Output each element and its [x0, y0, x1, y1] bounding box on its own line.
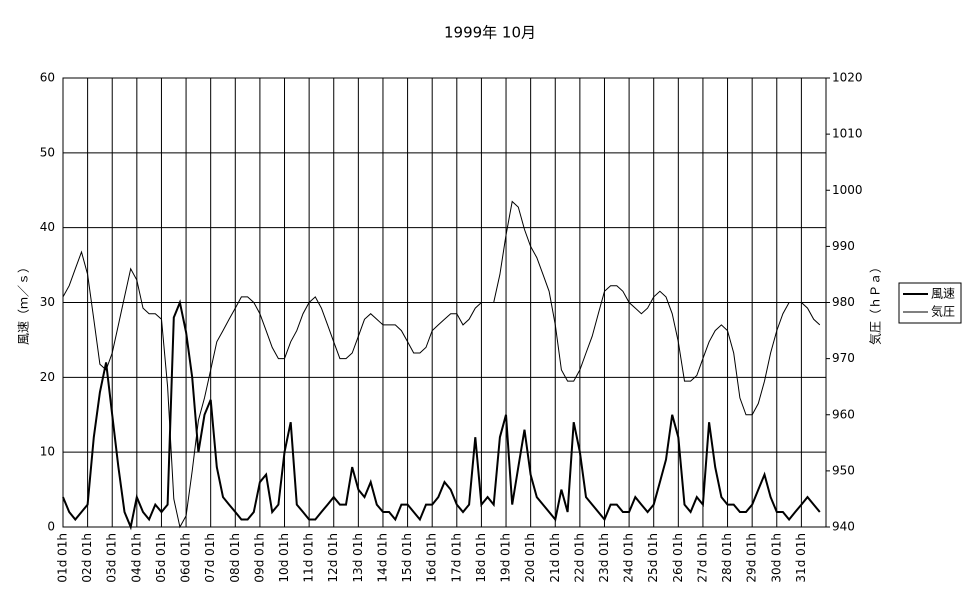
y-tick-label: 20 [40, 370, 55, 384]
y2-tick-label: 980 [832, 295, 855, 309]
x-tick-label: 30d 01h [769, 533, 783, 583]
x-tick-label: 19d 01h [499, 533, 513, 583]
y2-tick-label: 940 [832, 520, 855, 534]
x-tick-label: 06d 01h [179, 533, 193, 583]
y2-axis-label: 気圧（ｈＰａ） [868, 261, 883, 345]
y-tick-label: 50 [40, 145, 55, 159]
y-tick-label: 40 [40, 220, 55, 234]
x-tick-label: 17d 01h [449, 533, 463, 583]
x-tick-label: 20d 01h [523, 533, 537, 583]
x-tick-label: 01d 01h [56, 533, 70, 583]
legend-label: 気圧 [931, 304, 955, 319]
y2-tick-label: 1000 [832, 183, 863, 197]
x-tick-label: 22d 01h [572, 533, 586, 583]
legend-label: 風速 [931, 287, 955, 301]
x-tick-label: 02d 01h [80, 533, 94, 583]
y2-tick-label: 950 [832, 463, 855, 477]
x-tick-label: 27d 01h [695, 533, 709, 583]
y2-tick-label: 1010 [832, 127, 863, 141]
x-tick-label: 15d 01h [400, 533, 414, 583]
x-tick-label: 08d 01h [228, 533, 242, 583]
x-tick-label: 12d 01h [326, 533, 340, 583]
y2-tick-label: 970 [832, 351, 855, 365]
x-tick-label: 13d 01h [351, 533, 365, 583]
y2-tick-label: 1020 [832, 71, 863, 85]
x-tick-label: 18d 01h [474, 533, 488, 583]
x-tick-label: 16d 01h [425, 533, 439, 583]
y-tick-label: 0 [47, 520, 55, 534]
x-tick-label: 10d 01h [277, 533, 291, 583]
x-tick-label: 03d 01h [105, 533, 119, 583]
x-tick-label: 29d 01h [745, 533, 759, 583]
y2-tick-label: 960 [832, 407, 855, 421]
chart-title: 1999年 10月 [444, 24, 536, 42]
series-line [62, 299, 821, 531]
x-tick-label: 23d 01h [597, 533, 611, 583]
x-tick-label: 24d 01h [622, 533, 636, 583]
x-tick-label: 21d 01h [548, 533, 562, 583]
x-tick-label: 11d 01h [302, 533, 316, 583]
y-axis-label: 風速（ｍ／ｓ） [17, 261, 31, 345]
y2-tick-label: 990 [832, 239, 855, 253]
x-tick-label: 09d 01h [252, 533, 266, 583]
series-line [62, 200, 821, 529]
x-tick-label: 31d 01h [794, 533, 808, 583]
x-tick-label: 28d 01h [720, 533, 734, 583]
y-tick-label: 10 [40, 445, 55, 459]
legend-box [898, 282, 962, 324]
x-tick-label: 25d 01h [646, 533, 660, 583]
x-tick-label: 14d 01h [375, 533, 389, 583]
y-tick-label: 60 [40, 71, 55, 85]
x-tick-label: 26d 01h [671, 533, 685, 583]
x-tick-label: 04d 01h [129, 533, 143, 583]
x-tick-label: 07d 01h [203, 533, 217, 583]
y-tick-label: 30 [40, 295, 55, 309]
x-tick-label: 05d 01h [154, 533, 168, 583]
